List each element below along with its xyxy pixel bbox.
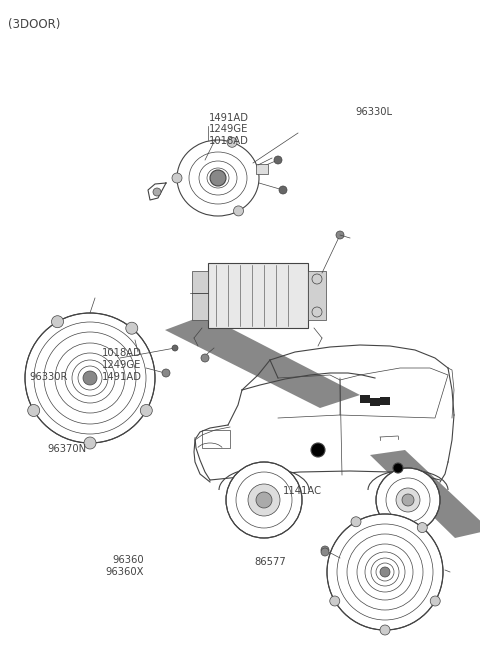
Bar <box>308 271 326 320</box>
Polygon shape <box>256 164 268 174</box>
Text: (3DOOR): (3DOOR) <box>8 18 60 31</box>
Text: 1249GE: 1249GE <box>102 360 141 370</box>
Circle shape <box>393 463 403 473</box>
Circle shape <box>380 567 390 577</box>
Text: 1491AD: 1491AD <box>209 113 249 122</box>
Bar <box>192 271 208 320</box>
Circle shape <box>162 369 170 377</box>
Text: 1491AD: 1491AD <box>102 372 142 382</box>
Text: 96360
96360X: 96360 96360X <box>106 555 144 577</box>
Circle shape <box>51 316 63 328</box>
Circle shape <box>321 548 329 556</box>
Circle shape <box>330 596 340 606</box>
Circle shape <box>210 170 226 186</box>
Circle shape <box>25 313 155 443</box>
Text: 96330R: 96330R <box>30 372 68 382</box>
Circle shape <box>311 443 325 457</box>
Circle shape <box>227 138 237 147</box>
Bar <box>380 397 390 405</box>
Circle shape <box>248 484 280 516</box>
Circle shape <box>430 596 440 606</box>
Circle shape <box>153 188 161 196</box>
Circle shape <box>279 186 287 194</box>
Circle shape <box>201 354 209 362</box>
Bar <box>370 398 380 406</box>
Circle shape <box>274 156 282 164</box>
Polygon shape <box>165 315 360 408</box>
Circle shape <box>172 345 178 351</box>
Circle shape <box>84 437 96 449</box>
Text: 96330L: 96330L <box>355 107 392 117</box>
Circle shape <box>140 405 152 417</box>
Circle shape <box>172 173 182 183</box>
Circle shape <box>226 462 302 538</box>
Circle shape <box>28 405 40 417</box>
Text: 1249GE: 1249GE <box>209 124 248 134</box>
Text: 86577: 86577 <box>254 557 286 567</box>
Text: 1141AC: 1141AC <box>283 486 322 496</box>
Circle shape <box>376 468 440 532</box>
Text: 1018AD: 1018AD <box>209 136 249 146</box>
Text: 96370N: 96370N <box>47 444 86 454</box>
Circle shape <box>336 231 344 239</box>
Circle shape <box>417 523 427 533</box>
Bar <box>360 395 370 403</box>
Circle shape <box>233 206 243 216</box>
Circle shape <box>83 371 97 385</box>
Circle shape <box>126 322 138 334</box>
Polygon shape <box>370 450 480 538</box>
Circle shape <box>402 494 414 506</box>
Circle shape <box>351 517 361 527</box>
Circle shape <box>380 625 390 635</box>
Circle shape <box>321 546 329 554</box>
Circle shape <box>256 492 272 508</box>
Circle shape <box>396 488 420 512</box>
Bar <box>208 263 308 328</box>
Circle shape <box>327 514 443 630</box>
Bar <box>202 430 230 448</box>
Text: 1018AD: 1018AD <box>102 348 142 358</box>
